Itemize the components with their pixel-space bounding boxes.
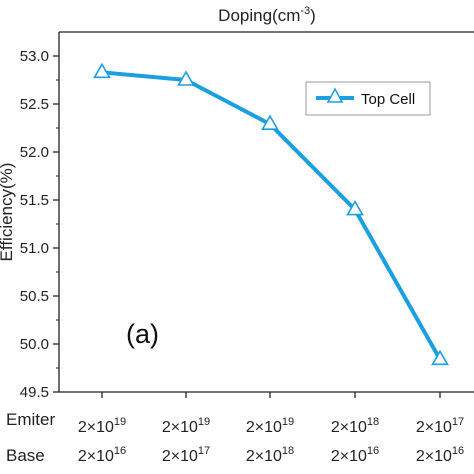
category-mantissa: 2×10 (331, 448, 367, 465)
category-label-emitter: 2×1019 (162, 416, 210, 436)
category-labels: 2×10192×10162×10192×10172×10192×10182×10… (78, 416, 464, 465)
chart-title-sup: -3 (300, 5, 310, 17)
category-exponent: 19 (282, 416, 294, 428)
y-tick-label: 50.0 (20, 336, 49, 353)
legend-label: Top Cell (361, 91, 415, 108)
category-label-emitter: 2×1019 (246, 416, 294, 436)
x-ticks (101, 392, 441, 398)
y-tick-label: 53.0 (20, 48, 49, 65)
data-point-marker (261, 114, 279, 130)
category-mantissa: 2×10 (78, 419, 114, 436)
chart-title-base: Doping(cm (218, 6, 300, 25)
category-exponent: 16 (367, 445, 379, 457)
category-exponent: 16 (114, 445, 126, 457)
category-mantissa: 2×10 (246, 448, 282, 465)
category-exponent: 16 (452, 445, 464, 457)
category-label-emitter: 2×1017 (416, 416, 464, 436)
data-point-marker (346, 199, 364, 216)
category-exponent: 19 (114, 416, 126, 428)
category-label-emitter: 2×1018 (331, 416, 379, 436)
row-label-emitter: Emiter (6, 410, 55, 429)
y-tick-label: 52.0 (20, 144, 49, 161)
y-tick-label: 50.5 (20, 288, 49, 305)
data-point-marker (177, 70, 195, 86)
y-axis-label: Efficiency(%) (0, 163, 16, 262)
data-point-marker (93, 62, 111, 79)
category-label-base: 2×1016 (331, 445, 379, 465)
series-markers (93, 62, 449, 366)
category-exponent: 18 (367, 416, 379, 428)
y-ticks: 49.5 50.0 50.5 51.0 51.5 52.0 52.5 53.0 (20, 48, 59, 401)
legend-marker-triangle (326, 87, 344, 103)
category-mantissa: 2×10 (78, 448, 114, 465)
category-mantissa: 2×10 (416, 419, 452, 436)
y-tick-label: 49.5 (20, 384, 49, 401)
data-point-marker (431, 349, 449, 366)
category-exponent: 19 (198, 416, 210, 428)
category-mantissa: 2×10 (162, 419, 198, 436)
category-label-base: 2×1018 (246, 445, 294, 465)
category-label-emitter: 2×1019 (78, 416, 126, 436)
chart-title-close: ) (310, 6, 316, 25)
category-label-base: 2×1016 (416, 445, 464, 465)
y-tick-label: 51.5 (20, 192, 49, 209)
category-mantissa: 2×10 (416, 448, 452, 465)
category-label-base: 2×1016 (78, 445, 126, 465)
category-mantissa: 2×10 (162, 448, 198, 465)
row-label-base: Base (6, 446, 45, 465)
category-label-base: 2×1017 (162, 445, 210, 465)
category-mantissa: 2×10 (246, 419, 282, 436)
category-exponent: 17 (452, 416, 464, 428)
legend: Top Cell (305, 81, 431, 116)
panel-annotation: (a) (126, 319, 159, 349)
category-exponent: 17 (198, 445, 210, 457)
y-tick-label: 51.0 (20, 240, 49, 257)
category-mantissa: 2×10 (331, 419, 367, 436)
category-exponent: 18 (282, 445, 294, 457)
y-tick-label: 52.5 (20, 96, 49, 113)
chart-title: Doping(cm-3) (218, 5, 316, 25)
